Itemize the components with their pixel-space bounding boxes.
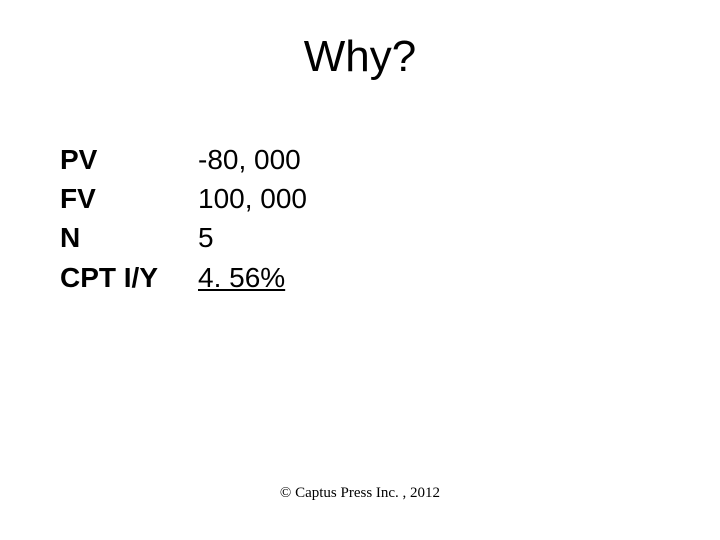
row-label: N xyxy=(60,218,198,257)
row-label: PV xyxy=(60,140,198,179)
copyright-footer: © Captus Press Inc. , 2012 xyxy=(0,485,720,502)
row-value: -80, 000 xyxy=(198,140,301,179)
row-value: 4. 56% xyxy=(198,258,285,297)
table-row: N 5 xyxy=(60,218,307,257)
table-row: PV -80, 000 xyxy=(60,140,307,179)
row-label: FV xyxy=(60,179,198,218)
row-value: 100, 000 xyxy=(198,179,307,218)
calc-table: PV -80, 000 FV 100, 000 N 5 CPT I/Y 4. 5… xyxy=(60,140,307,297)
row-label: CPT I/Y xyxy=(60,258,198,297)
table-row: CPT I/Y 4. 56% xyxy=(60,258,307,297)
row-value: 5 xyxy=(198,218,214,257)
page-title: Why? xyxy=(0,32,720,82)
table-row: FV 100, 000 xyxy=(60,179,307,218)
